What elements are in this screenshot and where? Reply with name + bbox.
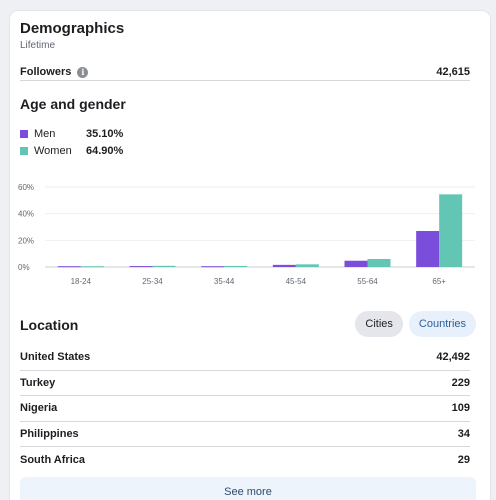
location-value: 29 <box>457 453 470 466</box>
y-tick-label: 0% <box>18 263 30 272</box>
legend-value-men: 35.10% <box>86 127 124 140</box>
location-name: United States <box>20 351 91 364</box>
location-value: 42,492 <box>436 351 470 364</box>
legend-swatch-women <box>20 146 28 155</box>
legend-swatch-men <box>20 129 28 138</box>
info-icon[interactable]: i <box>77 66 89 78</box>
age-gender-title: Age and gender <box>20 96 126 112</box>
legend-item-women: Women 64.90% <box>20 142 123 159</box>
y-tick-label: 40% <box>18 210 34 219</box>
bar-men-18-24 <box>57 266 81 268</box>
see-more-button[interactable]: See more <box>20 477 476 500</box>
followers-value: 42,615 <box>436 66 470 78</box>
list-item: United States 42,492 <box>20 345 470 371</box>
bar-women-45-54 <box>295 264 319 267</box>
location-value: 34 <box>457 427 470 440</box>
bar-men-55-64 <box>344 260 368 267</box>
y-tick-label: 60% <box>18 183 34 192</box>
list-item: Philippines 34 <box>20 422 470 447</box>
list-item: Turkey 229 <box>20 371 470 396</box>
bar-women-55-64 <box>367 259 391 267</box>
x-tick-label: 45-54 <box>286 277 307 286</box>
x-tick-label: 18-24 <box>71 277 92 286</box>
location-value: 109 <box>451 402 470 415</box>
x-tick-label: 35-44 <box>214 277 235 286</box>
location-name: Turkey <box>20 376 56 389</box>
location-name: South Africa <box>20 453 85 466</box>
y-tick-label: 20% <box>18 236 34 245</box>
bar-women-18-24 <box>80 266 104 268</box>
bar-women-65+ <box>439 194 463 267</box>
countries-button[interactable]: Countries <box>408 311 476 337</box>
location-value: 229 <box>451 376 470 389</box>
followers-label: Followers <box>20 66 72 78</box>
bar-men-35-44 <box>201 266 225 268</box>
list-item: Nigeria 109 <box>20 396 470 422</box>
page-title: Demographics <box>20 20 125 37</box>
location-title: Location <box>20 317 79 333</box>
bar-women-35-44 <box>224 265 248 267</box>
x-tick-label: 25-34 <box>142 277 163 286</box>
x-tick-label: 65+ <box>432 277 446 286</box>
demographics-card: Demographics Lifetime Followers i 42,615… <box>10 11 490 500</box>
age-gender-chart: 0% 20% 40% 60% 18-24 25-34 35-44 45-54 55-64 65+ <box>18 183 475 286</box>
bar-men-25-34 <box>129 266 153 268</box>
followers-row: Followers i 42,615 <box>20 64 470 81</box>
location-name: Philippines <box>20 427 79 440</box>
location-name: Nigeria <box>20 402 58 415</box>
legend-label-women: Women <box>34 144 72 157</box>
chart-legend: Men 35.10% Women 64.90% <box>20 125 123 159</box>
page-subtitle: Lifetime <box>20 40 56 51</box>
legend-label-men: Men <box>34 127 56 140</box>
cities-button[interactable]: Cities <box>355 311 403 337</box>
legend-item-men: Men 35.10% <box>20 125 123 142</box>
bar-men-45-54 <box>272 264 296 267</box>
list-item: South Africa 29 <box>20 447 470 473</box>
legend-value-women: 64.90% <box>86 144 124 157</box>
bar-men-65+ <box>416 231 440 267</box>
bar-women-25-34 <box>152 265 176 267</box>
followers-label-group: Followers i <box>20 66 89 78</box>
x-tick-label: 55-64 <box>357 277 378 286</box>
location-toggle: Cities Countries <box>355 311 476 337</box>
location-list: United States 42,492 Turkey 229 Nigeria … <box>20 345 470 473</box>
